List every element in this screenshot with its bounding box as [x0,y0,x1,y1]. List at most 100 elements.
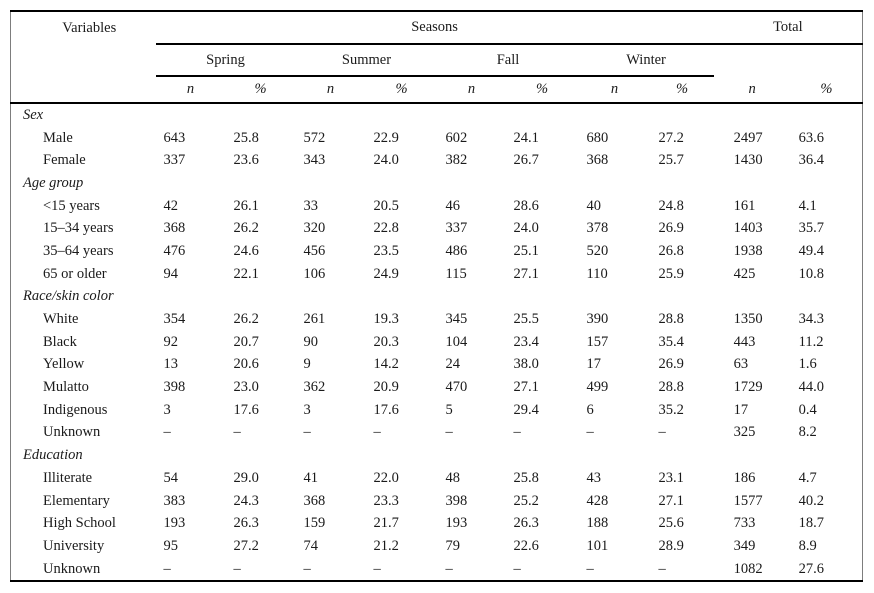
row-label: Male [43,129,73,146]
cell-pct-value: 22.6 [513,537,539,554]
cell-n-value: 337 [445,220,468,237]
cell-n-value: – [586,424,594,441]
section-label: Education [23,447,83,464]
cell-pct-value: 26.7 [513,152,539,169]
cell-n-value: 106 [303,265,326,282]
table-row: Indigenous 3 17.6 3 17.6 5 29.4 6 35.2 17 0.4 [11,399,863,422]
table-row: Unknown – – – – – – – – 325 8.2 [11,422,863,445]
spring-column-header: Spring [155,44,296,77]
cell-pct-value: 27.2 [658,129,684,146]
row-label: Yellow [43,356,85,373]
cell-pct-value: 17.6 [373,401,399,418]
cell-pct-value: 17.6 [233,401,259,418]
cell-pct-value: 8.9 [798,537,817,554]
row-label: Unknown [43,560,101,577]
cell-pct-value: 14.2 [373,356,399,373]
cell-pct-value: 25.8 [233,129,259,146]
cell-n-value: 94 [163,265,179,282]
fall-column-header: Fall [437,44,579,77]
cell-pct-value: 21.7 [373,515,399,532]
winter-column-header: Winter [578,44,714,77]
cell-n-value: 470 [445,379,468,396]
cell-pct-value: 11.2 [798,333,824,350]
section-label: Age group [23,174,84,191]
cell-n-value: 1577 [733,492,763,509]
cell-n-value: 3 [303,401,311,418]
row-label: Unknown [43,424,101,441]
cell-n-value: 63 [733,356,749,373]
row-label: 15–34 years [43,220,114,237]
table-row: <15 years 42 26.1 33 20.5 46 28.6 40 24.8 161 4.1 [11,195,863,218]
cell-n-value: 115 [445,265,467,282]
cell-pct-value: 24.8 [658,197,684,214]
cell-pct-value: 0.4 [798,401,817,418]
header-subcolumn-row: n % n % n % n % n % [11,76,863,104]
cell-n-value: 602 [445,129,468,146]
cell-pct-value: 24.0 [513,220,539,237]
cell-n-value: 443 [733,333,756,350]
section-row: Education [11,444,863,467]
cell-n-value: 193 [163,515,186,532]
fall-pct-header: % [505,76,579,104]
table-row: University 95 27.2 74 21.2 79 22.6 101 28.9 349 8.… [11,535,863,558]
cell-pct-value: 25.7 [658,152,684,169]
cell-n-value: 476 [163,242,186,259]
row-label: Female [43,152,86,169]
cell-pct-value: 22.9 [373,129,399,146]
table-row: 35–64 years 476 24.6 456 23.5 486 25.1 520 26.8 1… [11,240,863,263]
cell-n-value: 1938 [733,242,763,259]
cell-pct-value: 27.1 [513,265,539,282]
cell-pct-value: 26.1 [233,197,259,214]
row-label: White [43,311,79,328]
cell-pct-value: 23.1 [658,469,684,486]
cell-n-value: 95 [163,537,179,554]
cell-n-value: 337 [163,152,186,169]
cell-n-value: 42 [163,197,179,214]
cell-n-value: 383 [163,492,186,509]
cell-pct-value: 28.8 [658,311,684,328]
cell-pct-value: 29.4 [513,401,539,418]
cell-n-value: 368 [163,220,186,237]
cell-pct-value: 40.2 [798,492,824,509]
cell-pct-value: 20.5 [373,197,399,214]
row-label: Mulatto [43,379,89,396]
cell-n-value: 90 [303,333,319,350]
cell-n-value: 41 [303,469,319,486]
cell-n-value: 157 [586,333,609,350]
cell-pct-value: 24.9 [373,265,399,282]
summer-pct-header: % [365,76,438,104]
table-row: Illiterate 54 29.0 41 22.0 48 25.8 43 23.1 186 4.7 [11,467,863,490]
cell-n-value: 17 [733,401,749,418]
cell-n-value: 398 [445,492,468,509]
cell-n-value: 101 [586,537,609,554]
cell-pct-value: 20.3 [373,333,399,350]
cell-pct-value: 28.9 [658,537,684,554]
cell-pct-value: 20.9 [373,379,399,396]
row-label: Black [43,333,77,350]
cell-pct-value: 25.8 [513,469,539,486]
cell-pct-value: 27.6 [798,560,824,577]
cell-n-value: 48 [445,469,461,486]
header-season-row: Spring Summer Fall Winter [11,44,863,77]
spring-pct-header: % [225,76,296,104]
table-row: Yellow 13 20.6 9 14.2 24 38.0 17 26.9 63 1.6 [11,354,863,377]
cell-pct-value: 35.2 [658,401,684,418]
cell-n-value: 354 [163,311,186,328]
cell-n-value: 46 [445,197,461,214]
cell-pct-value: 25.5 [513,311,539,328]
cell-pct-value: 27.1 [658,492,684,509]
cell-pct-value: 26.3 [233,515,259,532]
cell-pct-value: 36.4 [798,152,824,169]
cell-pct-value: 10.8 [798,265,824,282]
cell-pct-value: 23.0 [233,379,259,396]
cell-pct-value: – [233,560,241,577]
table-row: Unknown – – – – – – – – 1082 27.6 [11,558,863,582]
cell-pct-value: – [373,424,381,441]
cell-n-value: 110 [586,265,608,282]
cell-n-value: 9 [303,356,311,373]
cell-pct-value: 24.1 [513,129,539,146]
header-group-row: Variables Seasons Total [10,11,863,104]
cell-n-value: 680 [586,129,609,146]
cell-n-value: 3 [163,401,171,418]
cell-pct-value: 4.7 [798,469,817,486]
